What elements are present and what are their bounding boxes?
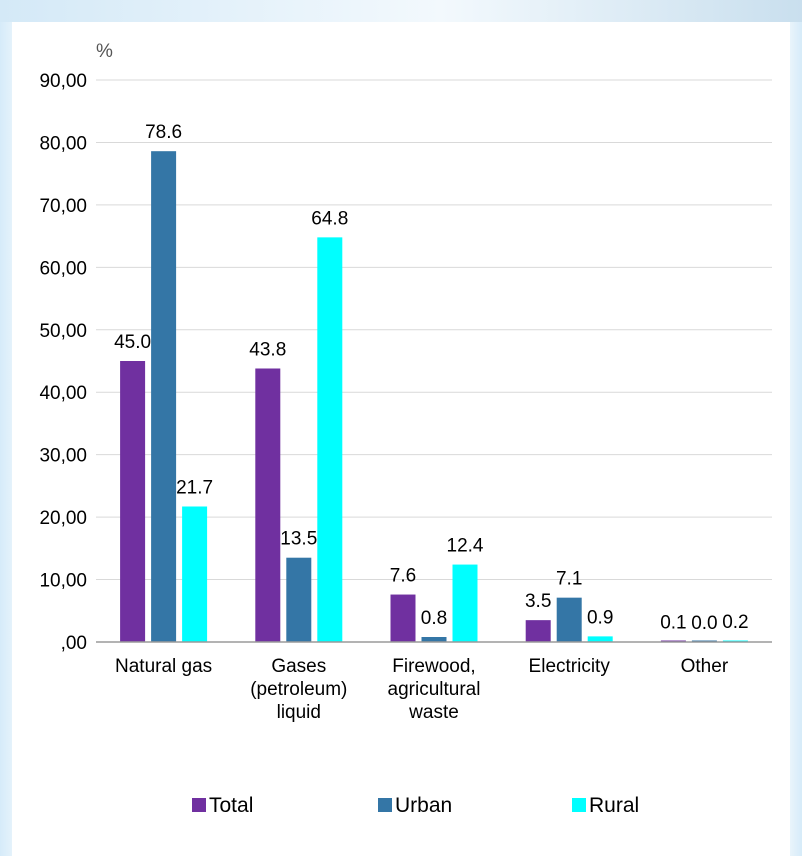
data-label: 64.8: [311, 208, 348, 229]
bars: [120, 151, 748, 643]
data-label: 0.1: [660, 612, 686, 633]
bar-total: [255, 368, 281, 642]
data-label: 0.0: [691, 613, 717, 634]
gridlines: [96, 79, 772, 581]
category-label: Other: [681, 656, 729, 677]
legend-item-urban: Urban: [378, 794, 452, 817]
bar-rural: [182, 506, 208, 642]
category-label: Electricity: [529, 656, 611, 677]
bar-total: [525, 620, 551, 642]
category-labels: Natural gas Gases (petroleum) liquid Firewoo…: [115, 656, 729, 723]
data-label: 12.4: [447, 536, 484, 557]
data-label: 78.6: [145, 122, 182, 143]
data-label: 13.5: [280, 529, 317, 550]
bar-total: [120, 361, 146, 642]
legend-item-rural: Rural: [572, 794, 639, 817]
y-tick-label: 60,00: [39, 258, 87, 279]
y-tick-label: 70,00: [39, 196, 87, 217]
y-tick-label: 50,00: [39, 321, 87, 342]
y-tick-label: 30,00: [39, 446, 87, 467]
bar-urban: [556, 597, 582, 642]
data-label: 7.1: [556, 569, 582, 590]
data-label: 0.2: [722, 612, 748, 633]
data-label: 7.6: [390, 566, 416, 587]
bar-urban: [286, 557, 312, 642]
category-label: Gases (petroleum) liquid: [250, 656, 347, 723]
data-label: 0.8: [421, 608, 447, 629]
y-tick-label: 40,00: [39, 383, 87, 404]
legend-swatch: [192, 798, 206, 812]
legend-swatch: [572, 798, 586, 812]
bar-rural: [452, 564, 478, 642]
legend-label: Rural: [589, 794, 639, 817]
category-label: Firewood, agricultural waste: [388, 656, 481, 723]
bar-urban: [421, 637, 447, 642]
data-label: 0.9: [587, 607, 613, 628]
bar-urban: [151, 151, 177, 643]
y-tick-label: 80,00: [39, 133, 87, 154]
y-axis-ticks: ,00 10,00 20,00 30,00 40,00 50,00 60,00 70,00 80…: [39, 71, 87, 654]
legend-item-total: Total: [192, 794, 253, 817]
data-labels: 45.0 78.6 21.7 43.8 13.5 64.8 7.60.8 12.4 3.57.1…: [114, 122, 749, 634]
y-tick-label: 10,00: [39, 571, 87, 592]
legend-label: Total: [209, 794, 253, 817]
y-axis-unit: %: [96, 41, 113, 62]
bar-rural: [587, 636, 613, 642]
bar-rural: [317, 237, 343, 643]
y-tick-label: 90,00: [39, 71, 87, 92]
data-label: 3.5: [525, 591, 551, 612]
data-label: 21.7: [176, 477, 213, 498]
legend: Total Urban Rural: [192, 794, 639, 817]
data-label: 43.8: [249, 339, 286, 360]
top-band: [0, 0, 802, 22]
y-tick-label: ,00: [61, 633, 87, 654]
bar-total: [390, 594, 416, 642]
data-label: 45.0: [114, 332, 151, 353]
y-tick-label: 20,00: [39, 508, 87, 529]
legend-swatch: [378, 798, 392, 812]
category-label: Natural gas: [115, 656, 212, 677]
legend-label: Urban: [395, 794, 452, 817]
